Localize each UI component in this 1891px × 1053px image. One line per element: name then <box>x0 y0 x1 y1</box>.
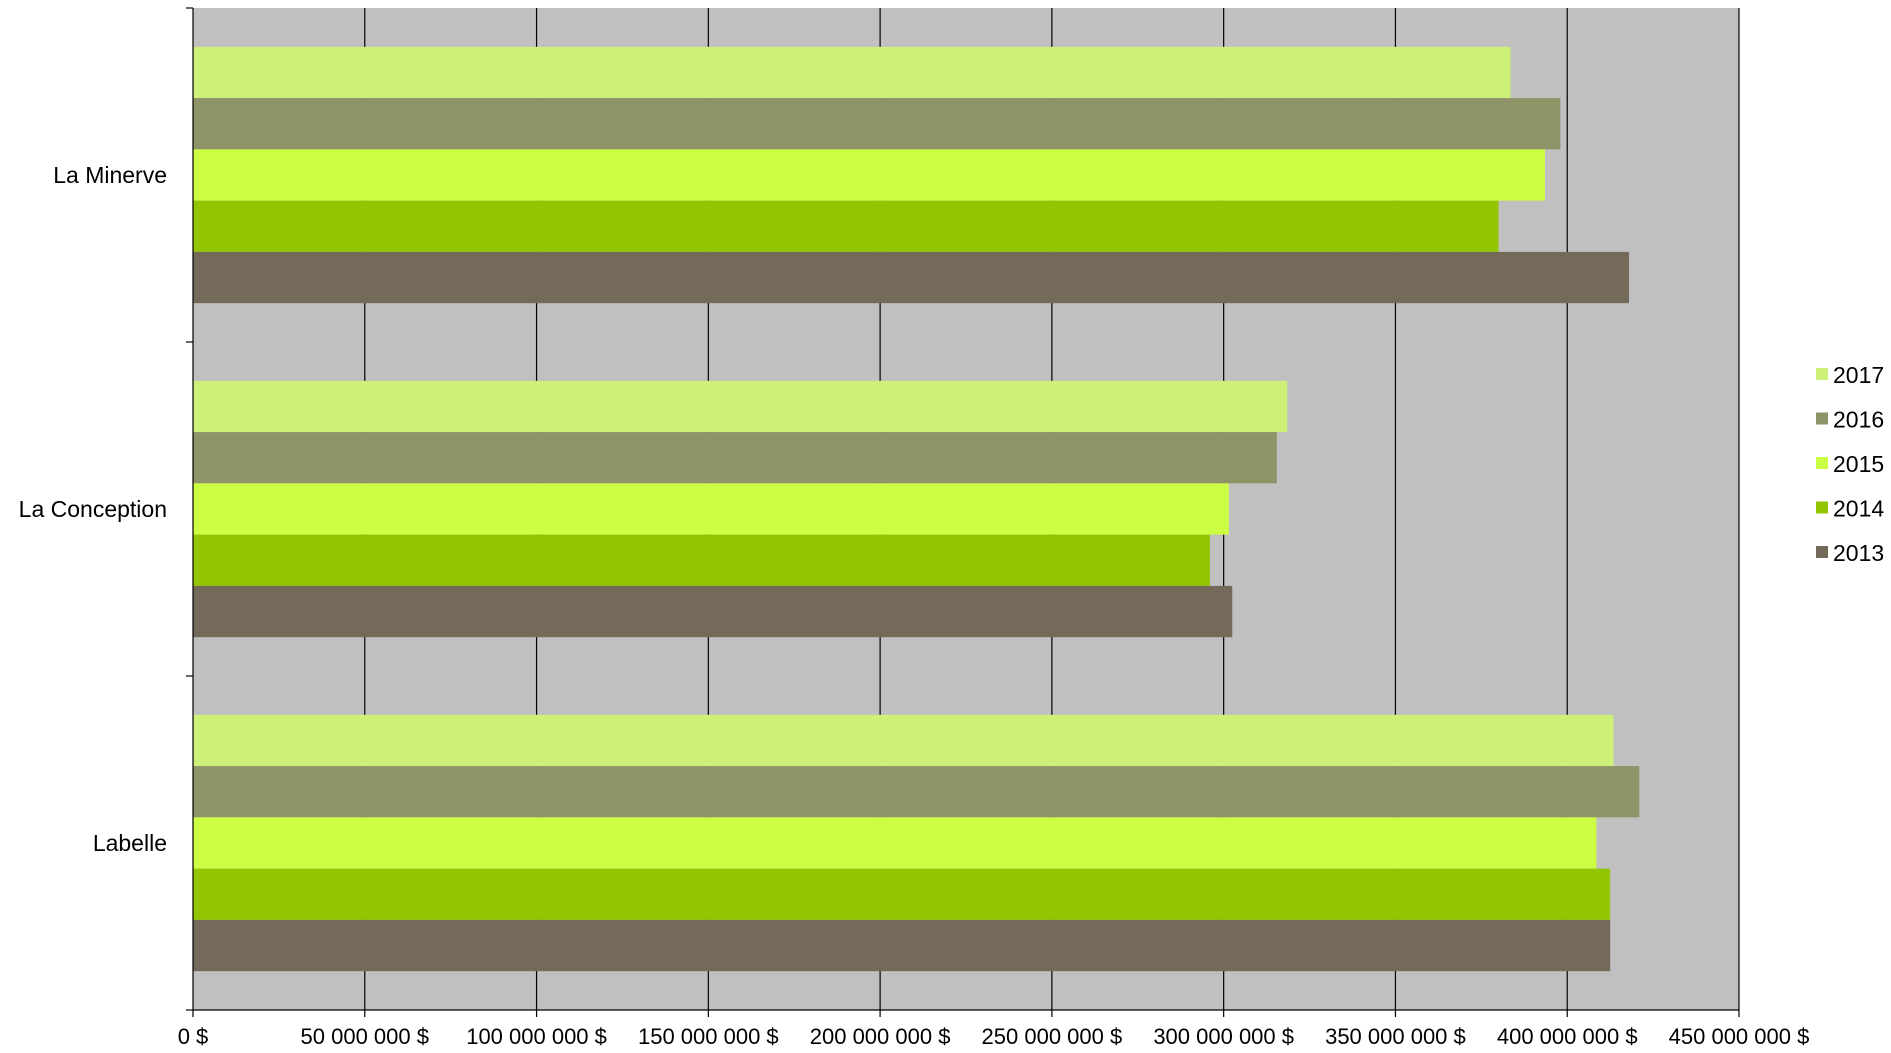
x-tick-label: 250 000 000 $ <box>982 1024 1123 1049</box>
legend-swatch-2017 <box>1816 368 1828 380</box>
legend-label-2015: 2015 <box>1833 451 1884 477</box>
bar-2017-la-conception <box>193 380 1288 433</box>
bars <box>193 46 1640 972</box>
bar-2016-la-minerve <box>193 98 1561 150</box>
x-tick-label: 150 000 000 $ <box>638 1024 779 1049</box>
bar-2016-labelle <box>193 766 1640 818</box>
bar-2015-la-minerve <box>193 149 1545 201</box>
legend-swatch-2014 <box>1816 501 1828 514</box>
category-label: Labelle <box>93 830 167 856</box>
x-tick-label: 50 000 000 $ <box>301 1024 429 1049</box>
x-tick-label: 400 000 000 $ <box>1497 1024 1638 1049</box>
bar-2013-labelle <box>193 919 1611 972</box>
legend-label-2017: 2017 <box>1833 362 1884 388</box>
x-tick-label: 450 000 000 $ <box>1669 1024 1810 1049</box>
y-axis-category-labels: La Minerve La Conception Labelle <box>19 162 167 856</box>
x-tick-label: 350 000 000 $ <box>1325 1024 1466 1049</box>
legend-swatch-2013 <box>1816 546 1828 558</box>
x-tick-label: 0 $ <box>178 1024 209 1049</box>
bar-2015-labelle <box>193 817 1597 869</box>
legend-swatch-2015 <box>1816 457 1828 469</box>
legend: 2017 2016 2015 2014 2013 <box>1816 362 1884 566</box>
legend-swatch-2016 <box>1816 412 1828 425</box>
bar-2015-la-conception <box>193 483 1229 535</box>
x-axis-tick-labels: 0 $ 50 000 000 $ 100 000 000 $ 150 000 000 … <box>178 1024 1810 1049</box>
bar-2016-la-conception <box>193 432 1277 484</box>
bar-2013-la-minerve <box>193 251 1630 304</box>
x-tick-label: 100 000 000 $ <box>466 1024 607 1049</box>
legend-label-2013: 2013 <box>1833 540 1884 566</box>
category-label: La Conception <box>19 496 167 522</box>
bar-2014-labelle <box>193 868 1611 920</box>
bar-2013-la-conception <box>193 585 1233 638</box>
bar-2014-la-minerve <box>193 200 1499 252</box>
bar-2014-la-conception <box>193 534 1210 586</box>
x-tick-label: 200 000 000 $ <box>810 1024 951 1049</box>
x-tick-label: 300 000 000 $ <box>1153 1024 1294 1049</box>
legend-label-2014: 2014 <box>1833 496 1884 522</box>
bar-2017-la-minerve <box>193 46 1511 99</box>
category-label: La Minerve <box>53 162 167 188</box>
legend-label-2016: 2016 <box>1833 407 1884 433</box>
bar-2017-labelle <box>193 714 1614 767</box>
axes <box>186 7 1740 1017</box>
